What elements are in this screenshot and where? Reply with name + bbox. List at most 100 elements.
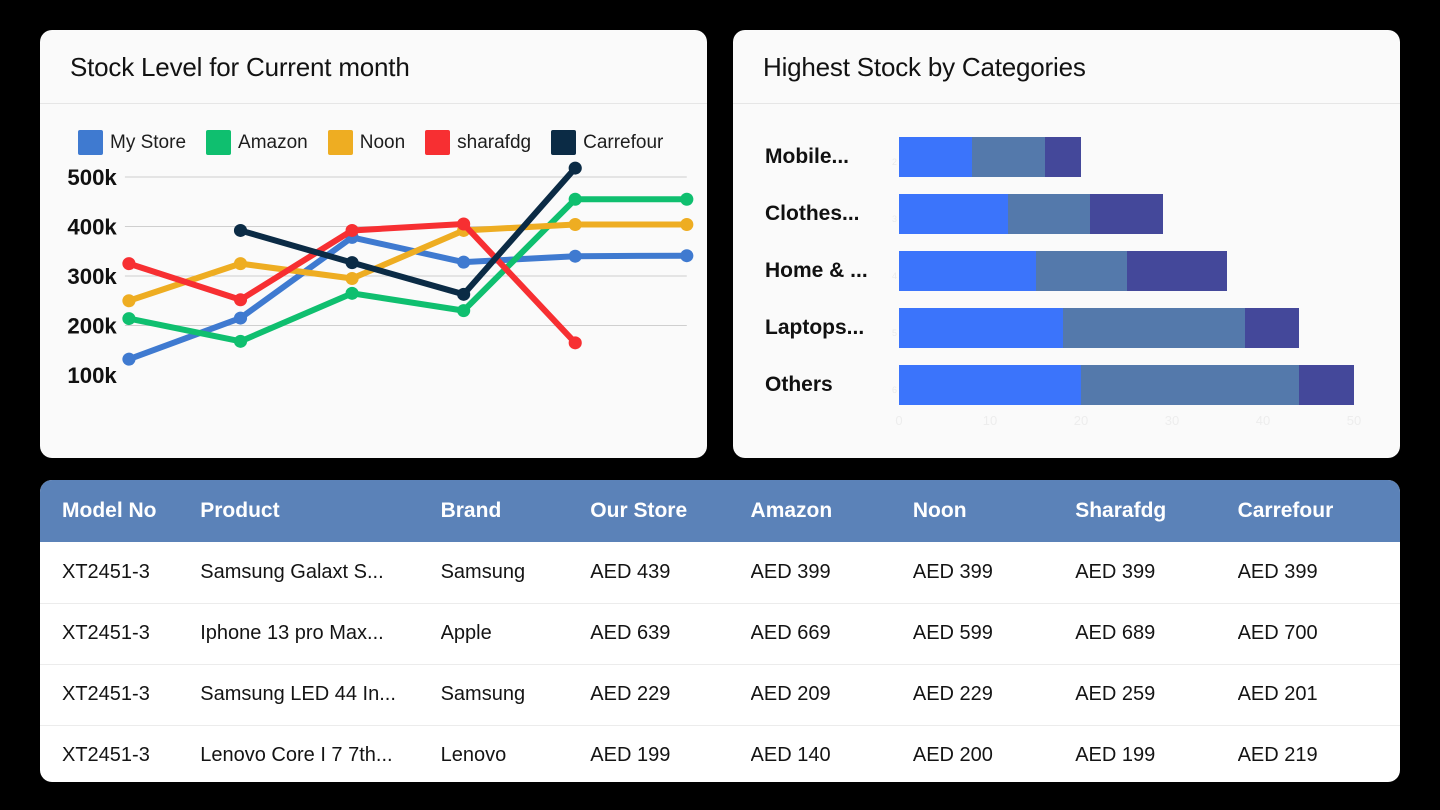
cell-model-no: XT2451-3: [40, 542, 201, 604]
data-point-marker[interactable]: [457, 304, 471, 318]
bar-segment-segment-3[interactable]: [1044, 136, 1081, 177]
bar-segment-segment-1[interactable]: [899, 250, 1036, 291]
bar-chart: Mobile... 2 Clothes... 3 Home & ... 4 Laptops.…: [733, 104, 1400, 458]
legend-item-label: Carrefour: [583, 131, 664, 153]
bar-segment-segment-2[interactable]: [1035, 250, 1127, 291]
legend-item-label: Amazon: [238, 131, 308, 153]
stacked-bar[interactable]: [899, 193, 1163, 234]
cell-product: Lenovo Core I 7 7th...: [200, 744, 393, 767]
stacked-bar[interactable]: [899, 250, 1227, 291]
cell-product: Iphone 13 pro Max...: [200, 603, 441, 665]
data-point-marker[interactable]: [680, 218, 694, 232]
cell-sharafdg: AED 399: [1075, 542, 1238, 604]
data-point-marker[interactable]: [568, 336, 582, 350]
y-axis-tick-label: 100k: [67, 363, 117, 388]
bar-category-label: Others 6: [765, 372, 897, 396]
table-row[interactable]: XT2451-3 Lenovo Core I 7 7th... Lenovo AED …: [40, 725, 1400, 782]
legend-item-sharafdg[interactable]: sharafdg: [425, 130, 531, 155]
column-header-amazon[interactable]: Amazon: [750, 499, 833, 522]
bar-chart-row: Laptops... 5: [751, 299, 1360, 356]
data-point-marker[interactable]: [345, 271, 359, 285]
legend-item-my-store[interactable]: My Store: [78, 130, 186, 155]
bar-segment-segment-3[interactable]: [1244, 307, 1300, 348]
bar-segment-segment-3[interactable]: [1299, 364, 1354, 405]
data-point-marker[interactable]: [457, 255, 471, 269]
cell-noon: AED 599: [912, 603, 1076, 665]
cell-our-store: AED 229: [590, 664, 751, 726]
data-point-marker[interactable]: [122, 312, 136, 326]
stacked-bar[interactable]: [899, 307, 1300, 348]
data-point-marker[interactable]: [122, 352, 136, 366]
bar-category-label: Clothes... 3: [765, 201, 897, 225]
table-row[interactable]: XT2451-3 Samsung Galaxt S... Samsung AED 43…: [40, 542, 1400, 604]
data-point-marker[interactable]: [233, 311, 248, 325]
column-header-our-store[interactable]: Our Store: [590, 499, 688, 522]
legend-item-carrefour[interactable]: Carrefour: [551, 130, 663, 155]
data-point-marker[interactable]: [568, 192, 582, 206]
column-header-noon[interactable]: Noon: [912, 499, 967, 522]
bar-chart-rows: Mobile... 2 Clothes... 3 Home & ... 4 Laptops.…: [751, 128, 1360, 413]
data-point-marker[interactable]: [233, 293, 248, 307]
cell-model-no: XT2451-3: [40, 664, 201, 726]
bar-segment-segment-2[interactable]: [1081, 364, 1300, 405]
bar-track: [899, 242, 1360, 299]
line-chart-legend: My Store Amazon Noon sharafdg Carrefour: [40, 104, 707, 155]
y-axis-tick-label: 500k: [67, 165, 117, 190]
table-row[interactable]: XT2451-3 Samsung LED 44 In... Samsung AED 2…: [40, 664, 1400, 726]
bar-segment-segment-3[interactable]: [1090, 193, 1163, 234]
data-point-marker[interactable]: [122, 294, 136, 308]
data-point-marker[interactable]: [345, 286, 359, 300]
bar-category-label: Mobile... 2: [765, 144, 897, 168]
cell-model-no: XT2451-3: [40, 603, 201, 665]
products-table-head: Model No Product Brand Our Store Amazon …: [40, 480, 1400, 542]
cell-noon: AED 399: [912, 542, 1076, 604]
bar-segment-segment-1[interactable]: [899, 307, 1063, 348]
data-point-marker[interactable]: [233, 223, 248, 237]
bar-segment-segment-2[interactable]: [971, 136, 1045, 177]
table-row[interactable]: XT2451-3 Iphone 13 pro Max... Apple AED 639…: [40, 603, 1400, 665]
highest-stock-card: Highest Stock by Categories Mobile... 2 Cl…: [733, 30, 1400, 458]
line-chart-svg: 500k 400k 300k 200k 100k: [67, 161, 694, 388]
line-series-amazon: [125, 196, 690, 345]
column-header-brand[interactable]: Brand: [440, 499, 502, 522]
bar-track: [899, 128, 1360, 185]
data-point-marker[interactable]: [122, 257, 136, 271]
data-point-marker[interactable]: [568, 161, 582, 175]
data-point-marker[interactable]: [233, 257, 248, 271]
data-point-marker[interactable]: [680, 249, 694, 263]
line-series-noon: [125, 221, 690, 304]
column-header-product[interactable]: Product: [200, 499, 280, 522]
column-header-model-no[interactable]: Model No: [62, 499, 157, 522]
stacked-bar[interactable]: [899, 364, 1354, 405]
stacked-bar[interactable]: [899, 136, 1081, 177]
legend-item-label: sharafdg: [457, 131, 532, 153]
bar-segment-segment-1[interactable]: [899, 136, 972, 177]
bar-segment-segment-3[interactable]: [1126, 250, 1227, 291]
column-header-carrefour[interactable]: Carrefour: [1237, 499, 1334, 522]
legend-swatch-icon: [78, 130, 103, 155]
cell-model-no: XT2451-3: [62, 744, 150, 767]
column-header-sharafdg[interactable]: Sharafdg: [1075, 499, 1167, 522]
bar-segment-segment-2[interactable]: [1062, 307, 1245, 348]
products-table: Model No Product Brand Our Store Amazon …: [40, 480, 1400, 782]
data-point-marker[interactable]: [457, 217, 471, 231]
data-point-marker[interactable]: [680, 192, 694, 206]
bar-segment-segment-1[interactable]: [899, 364, 1081, 405]
bar-row-index: 4: [891, 270, 897, 281]
data-point-marker[interactable]: [233, 334, 248, 348]
legend-item-amazon[interactable]: Amazon: [206, 130, 308, 155]
legend-item-noon[interactable]: Noon: [327, 130, 405, 155]
cell-noon: AED 200: [912, 744, 993, 767]
bar-track: [899, 185, 1360, 242]
data-point-marker[interactable]: [568, 249, 582, 263]
data-point-marker[interactable]: [457, 287, 471, 301]
bar-row-index: 2: [891, 156, 897, 167]
y-axis-tick-label: 400k: [67, 215, 117, 240]
bar-segment-segment-1[interactable]: [899, 193, 1009, 234]
bar-segment-segment-2[interactable]: [1008, 193, 1091, 234]
y-axis-tick-label: 300k: [67, 264, 117, 289]
data-point-marker[interactable]: [345, 223, 359, 237]
stock-level-card: Stock Level for Current month My Store Am…: [40, 30, 707, 458]
data-point-marker[interactable]: [568, 218, 582, 232]
data-point-marker[interactable]: [345, 256, 359, 270]
